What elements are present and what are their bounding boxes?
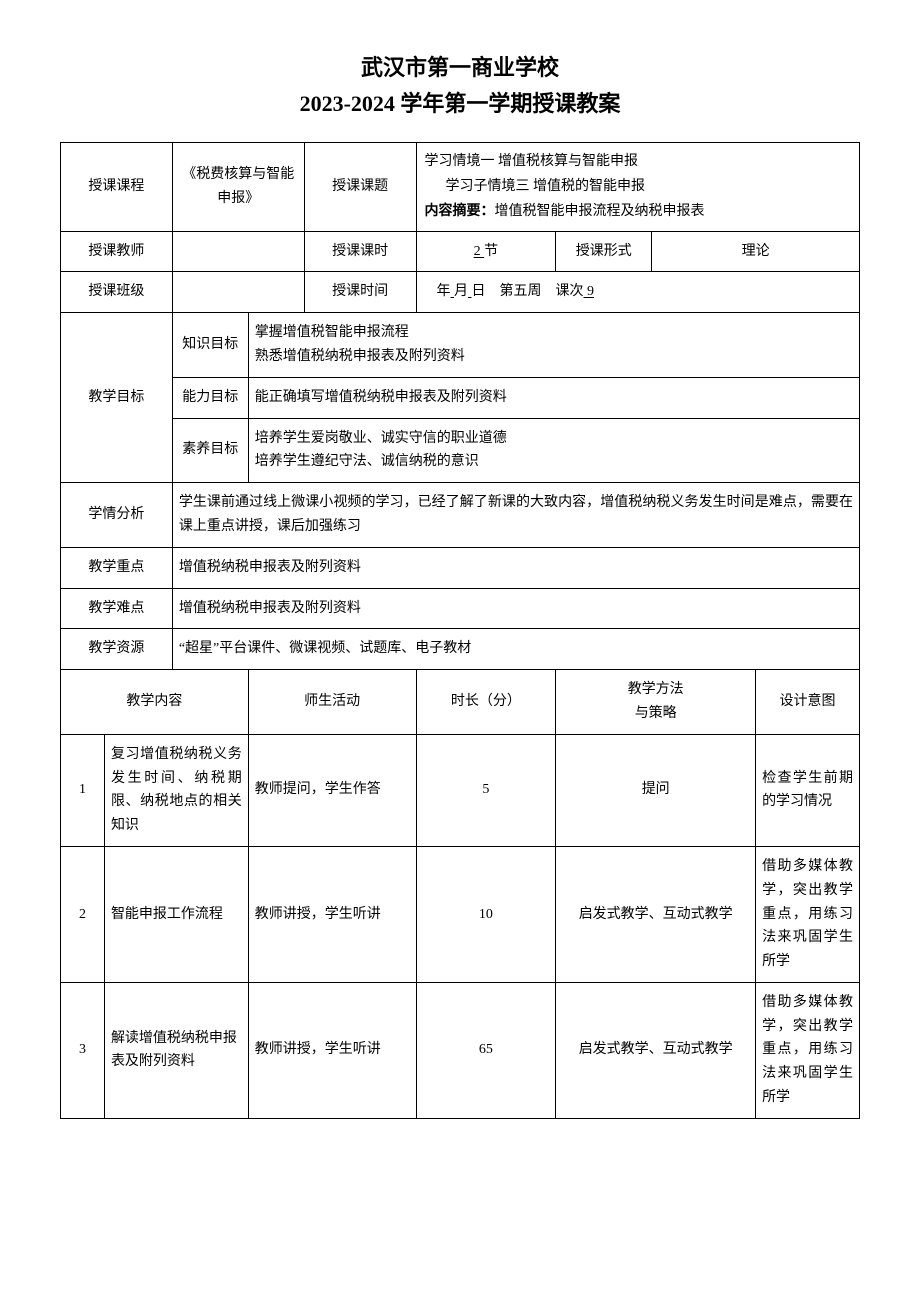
time-week: 第五周 xyxy=(500,284,542,299)
sched-3-no: 3 xyxy=(61,982,105,1118)
row-goal-knowledge: 教学目标 知识目标 掌握增值税智能申报流程 熟悉增值税纳税申报表及附列资料 xyxy=(61,313,860,378)
form-value: 理论 xyxy=(652,231,860,272)
focus-value: 增值税纳税申报表及附列资料 xyxy=(172,547,859,588)
class-label: 授课班级 xyxy=(61,272,173,313)
topic-summary: 内容摘要：增值税智能申报流程及纳税申报表 xyxy=(425,199,851,224)
goals-label: 教学目标 xyxy=(61,313,173,483)
resources-value: “超星”平台课件、微课视频、试题库、电子教材 xyxy=(172,629,859,670)
sched-3-activity: 教师讲授，学生听讲 xyxy=(248,982,416,1118)
form-label: 授课形式 xyxy=(556,231,652,272)
row-schedule-1: 1 复习增值税纳税义务发生时间、纳税期限、纳税地点的相关知识 教师提问，学生作答… xyxy=(61,734,860,846)
row-resources: 教学资源 “超星”平台课件、微课视频、试题库、电子教材 xyxy=(61,629,860,670)
ability-value: 能正确填写增值税纳税申报表及附列资料 xyxy=(248,377,859,418)
periods-label: 授课课时 xyxy=(304,231,416,272)
topic-label: 授课课题 xyxy=(304,143,416,232)
sched-1-intent: 检查学生前期的学习情况 xyxy=(756,734,860,846)
time-label: 授课时间 xyxy=(304,272,416,313)
sched-1-content: 复习增值税纳税义务发生时间、纳税期限、纳税地点的相关知识 xyxy=(104,734,248,846)
sched-head-activity: 师生活动 xyxy=(248,670,416,735)
topic-line2: 学习子情境三 增值税的智能申报 xyxy=(425,174,851,199)
lesson-plan-table: 授课课程 《税费核算与智能申报》 授课课题 学习情境一 增值税核算与智能申报 学… xyxy=(60,142,860,1119)
row-schedule-2: 2 智能申报工作流程 教师讲授，学生听讲 10 启发式教学、互动式教学 借助多媒… xyxy=(61,846,860,982)
focus-label: 教学重点 xyxy=(61,547,173,588)
topic-summary-label: 内容摘要： xyxy=(425,204,495,219)
difficulty-value: 增值税纳税申报表及附列资料 xyxy=(172,588,859,629)
time-year: 年 xyxy=(437,284,451,299)
row-difficulty: 教学难点 增值税纳税申报表及附列资料 xyxy=(61,588,860,629)
knowledge-value: 掌握增值税智能申报流程 熟悉增值税纳税申报表及附列资料 xyxy=(248,313,859,378)
title-line2: 2023-2024 学年第一学期授课教案 xyxy=(60,86,860,118)
row-focus: 教学重点 增值税纳税申报表及附列资料 xyxy=(61,547,860,588)
knowledge-label: 知识目标 xyxy=(172,313,248,378)
sched-head-intent: 设计意图 xyxy=(756,670,860,735)
time-month: 月 xyxy=(454,284,468,299)
sched-3-duration: 65 xyxy=(416,982,556,1118)
topic-line1: 学习情境一 增值税核算与智能申报 xyxy=(425,149,851,174)
page-title-block: 武汉市第一商业学校 2023-2024 学年第一学期授课教案 xyxy=(60,50,860,118)
teacher-value xyxy=(172,231,304,272)
row-course: 授课课程 《税费核算与智能申报》 授课课题 学习情境一 增值税核算与智能申报 学… xyxy=(61,143,860,232)
time-day: 日 xyxy=(472,284,486,299)
sched-1-no: 1 xyxy=(61,734,105,846)
sched-1-duration: 5 xyxy=(416,734,556,846)
course-label: 授课课程 xyxy=(61,143,173,232)
row-teacher: 授课教师 授课课时 2 节 授课形式 理论 xyxy=(61,231,860,272)
sched-3-content: 解读增值税纳税申报表及附列资料 xyxy=(104,982,248,1118)
row-analysis: 学情分析 学生课前通过线上微课小视频的学习，已经了解了新课的大致内容，增值税纳税… xyxy=(61,483,860,548)
sched-2-content: 智能申报工作流程 xyxy=(104,846,248,982)
periods-value: 2 节 xyxy=(416,231,556,272)
sched-1-method: 提问 xyxy=(556,734,756,846)
sched-2-activity: 教师讲授，学生听讲 xyxy=(248,846,416,982)
quality-value: 培养学生爱岗敬业、诚实守信的职业道德 培养学生遵纪守法、诚信纳税的意识 xyxy=(248,418,859,483)
sched-head-content: 教学内容 xyxy=(61,670,249,735)
sched-2-duration: 10 xyxy=(416,846,556,982)
sched-3-intent: 借助多媒体教学，突出教学重点，用练习法来巩固学生所学 xyxy=(756,982,860,1118)
teacher-label: 授课教师 xyxy=(61,231,173,272)
periods-underlined: 2 xyxy=(474,244,485,259)
sched-1-activity: 教师提问，学生作答 xyxy=(248,734,416,846)
analysis-label: 学情分析 xyxy=(61,483,173,548)
periods-suffix: 节 xyxy=(484,244,498,259)
time-value: 年 月 日 第五周 课次 9 xyxy=(416,272,859,313)
sched-3-method: 启发式教学、互动式教学 xyxy=(556,982,756,1118)
sched-head-method: 教学方法 与策略 xyxy=(556,670,756,735)
class-value xyxy=(172,272,304,313)
quality-label: 素养目标 xyxy=(172,418,248,483)
topic-summary-value: 增值税智能申报流程及纳税申报表 xyxy=(495,204,705,219)
time-session-value: 9 xyxy=(584,284,595,299)
ability-label: 能力目标 xyxy=(172,377,248,418)
title-line1: 武汉市第一商业学校 xyxy=(60,50,860,82)
resources-label: 教学资源 xyxy=(61,629,173,670)
row-goal-ability: 能力目标 能正确填写增值税纳税申报表及附列资料 xyxy=(61,377,860,418)
row-schedule-3: 3 解读增值税纳税申报表及附列资料 教师讲授，学生听讲 65 启发式教学、互动式… xyxy=(61,982,860,1118)
row-class: 授课班级 授课时间 年 月 日 第五周 课次 9 xyxy=(61,272,860,313)
time-session-label: 课次 xyxy=(556,284,584,299)
analysis-value: 学生课前通过线上微课小视频的学习，已经了解了新课的大致内容，增值税纳税义务发生时… xyxy=(172,483,859,548)
topic-value: 学习情境一 增值税核算与智能申报 学习子情境三 增值税的智能申报 内容摘要：增值… xyxy=(416,143,859,232)
sched-2-intent: 借助多媒体教学，突出教学重点，用练习法来巩固学生所学 xyxy=(756,846,860,982)
row-goal-quality: 素养目标 培养学生爱岗敬业、诚实守信的职业道德 培养学生遵纪守法、诚信纳税的意识 xyxy=(61,418,860,483)
course-value: 《税费核算与智能申报》 xyxy=(172,143,304,232)
row-schedule-header: 教学内容 师生活动 时长（分） 教学方法 与策略 设计意图 xyxy=(61,670,860,735)
sched-head-duration: 时长（分） xyxy=(416,670,556,735)
sched-2-no: 2 xyxy=(61,846,105,982)
sched-2-method: 启发式教学、互动式教学 xyxy=(556,846,756,982)
difficulty-label: 教学难点 xyxy=(61,588,173,629)
